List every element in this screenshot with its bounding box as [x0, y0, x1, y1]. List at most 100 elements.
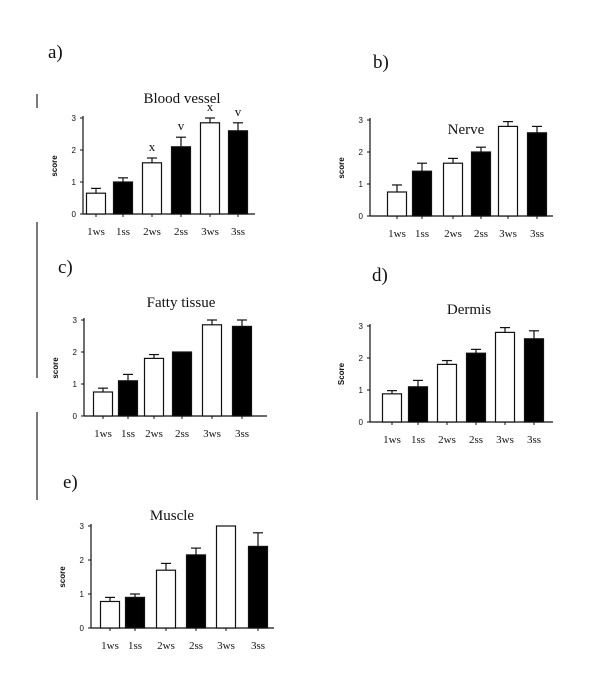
bar-1ss [117, 380, 139, 417]
chart-panel-4: d) Dermis 0 1 2 3 Score 1ws 1ss 2ws 2ss 3ws 3ss [337, 265, 553, 446]
category-label: 3ss [251, 640, 265, 652]
chart-title: Blood vessel [143, 91, 220, 107]
panel-letter: c) [58, 257, 73, 278]
y-tick-label: 1 [359, 386, 364, 395]
significance-marker: v [178, 118, 185, 133]
y-tick-label: 3 [73, 316, 78, 325]
bar-3ss [526, 132, 548, 217]
bar-3ss [227, 130, 249, 215]
y-axis-label: Score [337, 362, 346, 385]
panel-letter: d) [372, 265, 388, 286]
category-label: 3ss [527, 434, 541, 446]
y-axis-label: score [51, 357, 60, 379]
chart-panel-5: e) Muscle 0 1 2 3 score 1ws 1ss 2ws 2ss 3ws 3ss [58, 472, 274, 652]
category-label: 1ws [101, 640, 119, 652]
bar-2ss [170, 146, 192, 215]
y-axis-label: score [337, 157, 346, 179]
category-label: 2ss [174, 226, 188, 238]
y-tick-label: 0 [80, 624, 85, 633]
category-label: 3ss [231, 226, 245, 238]
y-tick-label: 0 [72, 210, 77, 219]
bar-1ws [386, 191, 408, 217]
bar-3ws [494, 331, 516, 423]
bar-2ss [185, 554, 207, 629]
category-label: 3ss [530, 228, 544, 240]
category-label: 2ws [438, 434, 456, 446]
chart-panel-2: b) Nerve 0 1 2 3 score 1ws 1ss 2ws 2ss 3ws 3ss [337, 52, 553, 240]
bar-3ws [199, 122, 221, 215]
chart-title: Dermis [447, 302, 491, 318]
category-label: 3ws [499, 228, 517, 240]
y-tick-label: 2 [359, 148, 364, 157]
bar-1ws [381, 393, 403, 423]
category-label: 1ws [94, 428, 112, 440]
bar-3ws [215, 525, 237, 629]
y-tick-label: 0 [73, 412, 78, 421]
category-label: 2ss [469, 434, 483, 446]
y-tick-label: 3 [72, 114, 77, 123]
category-label: 1ss [116, 226, 130, 238]
y-axis-label: score [58, 566, 67, 588]
category-label: 1ss [415, 228, 429, 240]
bar-3ss [523, 338, 545, 423]
category-label: 2ss [189, 640, 203, 652]
y-tick-label: 2 [73, 348, 78, 357]
y-tick-label: 2 [80, 556, 85, 565]
category-label: 1ws [383, 434, 401, 446]
y-tick-label: 3 [359, 322, 364, 331]
y-tick-label: 1 [73, 380, 78, 389]
y-tick-label: 3 [80, 522, 85, 531]
chart-panel-3: c) Fatty tissue 0 1 2 3 score 1ws 1ss 2ws 2ss 3ws 3s… [51, 257, 267, 440]
chart-title: Muscle [150, 508, 195, 524]
bar-1ws [99, 600, 121, 629]
category-label: 3ws [203, 428, 221, 440]
category-label: 1ss [128, 640, 142, 652]
bar-3ss [231, 325, 253, 417]
y-tick-label: 2 [72, 146, 77, 155]
y-tick-label: 3 [359, 116, 364, 125]
category-label: 3ws [201, 226, 219, 238]
significance-marker: x [207, 99, 214, 114]
bar-2ws [141, 162, 163, 215]
category-label: 2ss [175, 428, 189, 440]
bar-2ws [436, 363, 458, 423]
bar-2ss [171, 351, 193, 417]
category-label: 2ss [474, 228, 488, 240]
category-label: 3ws [217, 640, 235, 652]
y-tick-label: 2 [359, 354, 364, 363]
bar-2ss [465, 352, 487, 423]
bar-2ws [143, 357, 165, 417]
y-tick-label: 1 [80, 590, 85, 599]
panel-letter: e) [63, 472, 78, 493]
bar-1ws [92, 391, 114, 417]
bar-1ss [411, 170, 433, 217]
panel-letter: a) [48, 42, 63, 63]
bar-1ss [124, 596, 146, 629]
chart-title: Nerve [448, 122, 485, 138]
significance-marker: v [235, 104, 242, 119]
panel-letter: b) [373, 52, 389, 73]
category-label: 2ws [444, 228, 462, 240]
category-label: 3ss [235, 428, 249, 440]
category-label: 1ss [121, 428, 135, 440]
category-label: 1ss [411, 434, 425, 446]
bar-1ss [112, 181, 134, 215]
category-label: 3ws [496, 434, 514, 446]
y-tick-label: 1 [72, 178, 77, 187]
y-axis-label: score [50, 155, 59, 177]
chart-title: Fatty tissue [147, 295, 216, 311]
chart-panel-1: a) Blood vessel 0 1 2 3 score 1ws 1ss 2ws x 2ss v 3ws… [48, 42, 255, 238]
category-label: 2ws [143, 226, 161, 238]
y-tick-label: 0 [359, 212, 364, 221]
bar-1ss [407, 386, 429, 423]
bar-3ws [497, 125, 519, 217]
bar-2ws [155, 569, 177, 629]
category-label: 1ws [388, 228, 406, 240]
bar-2ws [442, 162, 464, 217]
bar-1ws [85, 192, 107, 215]
significance-marker: x [149, 139, 156, 154]
bar-3ss [247, 545, 269, 629]
bar-2ss [470, 151, 492, 217]
y-tick-label: 1 [359, 180, 364, 189]
bar-3ws [201, 324, 223, 417]
